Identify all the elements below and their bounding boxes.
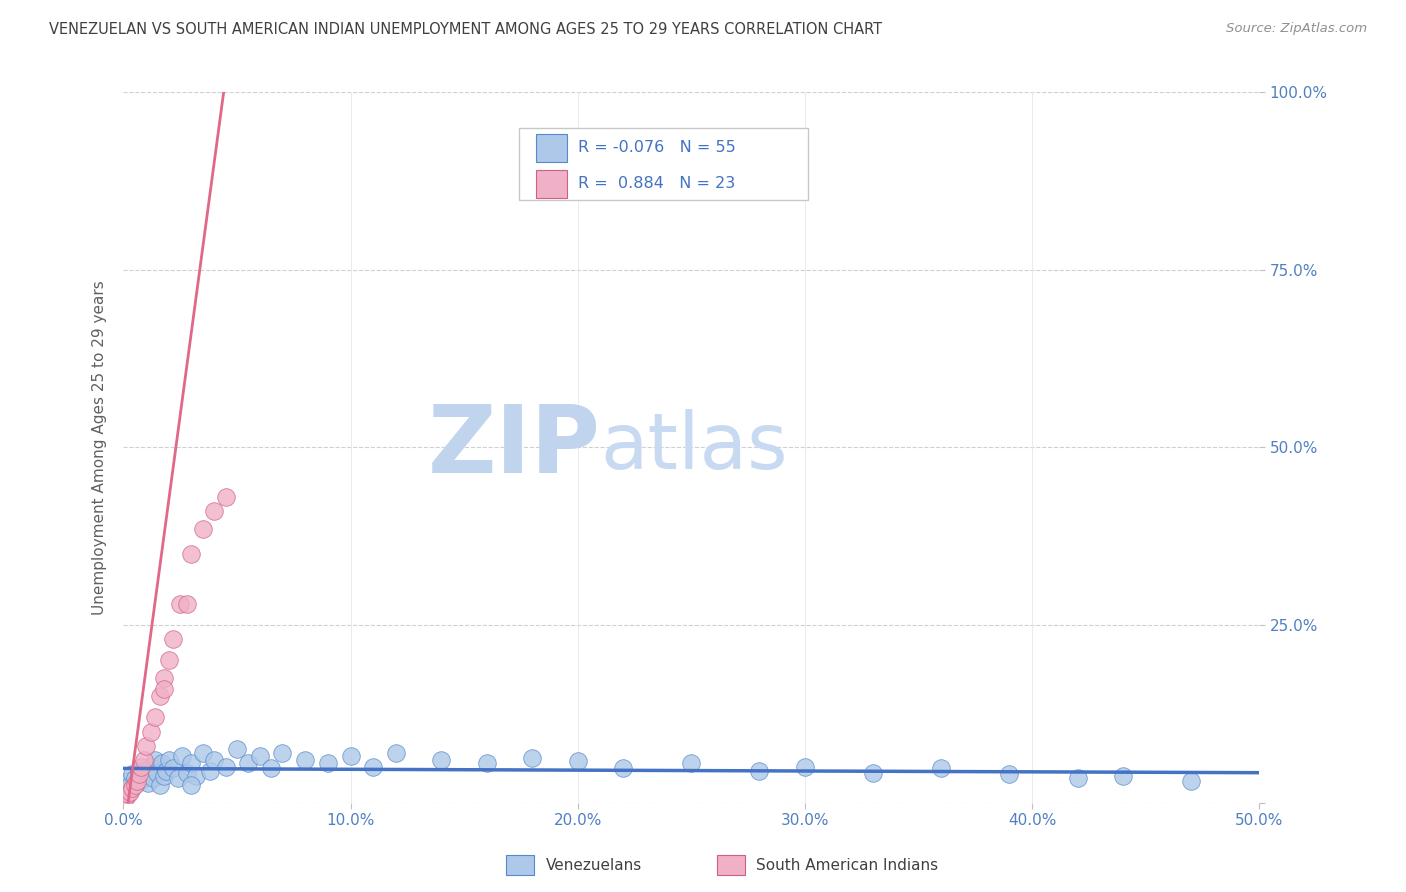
Y-axis label: Unemployment Among Ages 25 to 29 years: Unemployment Among Ages 25 to 29 years (93, 280, 107, 615)
Point (132, 768, 155, 782)
Point (1180, 774, 1202, 789)
Text: Source: ZipAtlas.com: Source: ZipAtlas.com (1226, 22, 1367, 36)
Point (120, 778, 142, 792)
Point (176, 765, 198, 780)
Point (1066, 771, 1088, 785)
Point (166, 771, 188, 785)
Point (142, 771, 165, 785)
Point (117, 787, 139, 801)
Point (202, 504, 225, 518)
Point (339, 749, 361, 764)
Point (146, 765, 169, 780)
Point (271, 746, 294, 760)
Point (294, 753, 316, 767)
Point (180, 547, 202, 561)
Point (681, 756, 703, 771)
Text: R = -0.076   N = 55: R = -0.076 N = 55 (578, 140, 735, 155)
Point (172, 749, 194, 764)
Point (475, 756, 498, 771)
Point (238, 756, 260, 771)
Point (132, 753, 155, 767)
Point (139, 760, 162, 774)
Point (214, 490, 236, 504)
Point (361, 760, 384, 774)
Point (125, 775, 148, 789)
Point (225, 742, 247, 756)
Point (198, 764, 221, 778)
Point (117, 774, 139, 789)
Point (149, 778, 172, 792)
Point (153, 681, 176, 696)
Point (214, 760, 236, 774)
Point (143, 710, 166, 724)
Point (153, 671, 176, 685)
Point (162, 632, 184, 647)
Point (131, 772, 153, 787)
Point (862, 765, 884, 780)
Point (929, 761, 952, 775)
Point (135, 765, 157, 780)
Point (149, 689, 172, 703)
Point (128, 764, 150, 778)
Point (169, 597, 191, 611)
Point (202, 753, 225, 767)
Point (430, 753, 453, 767)
Point (120, 785, 142, 799)
Text: R =  0.884   N = 23: R = 0.884 N = 23 (578, 177, 735, 192)
Text: South American Indians: South American Indians (756, 858, 939, 872)
Point (998, 767, 1021, 781)
Point (121, 781, 143, 796)
Text: Venezuelans: Venezuelans (546, 858, 641, 872)
Point (191, 746, 214, 760)
Point (128, 767, 150, 781)
Point (143, 753, 166, 767)
Text: VENEZUELAN VS SOUTH AMERICAN INDIAN UNEMPLOYMENT AMONG AGES 25 TO 29 YEARS CORRE: VENEZUELAN VS SOUTH AMERICAN INDIAN UNEM… (49, 22, 883, 37)
Point (125, 774, 148, 789)
Point (135, 739, 157, 753)
Point (249, 749, 271, 764)
Point (114, 781, 136, 796)
Text: atlas: atlas (600, 409, 787, 485)
Point (131, 760, 153, 774)
Point (124, 771, 146, 785)
Point (114, 789, 136, 804)
Point (612, 761, 634, 775)
Point (748, 764, 770, 778)
Point (157, 753, 180, 767)
Point (191, 522, 214, 536)
Point (567, 755, 589, 769)
Point (385, 746, 408, 760)
Point (139, 724, 162, 739)
Point (162, 761, 184, 775)
Point (180, 756, 202, 771)
Point (153, 768, 176, 782)
Point (184, 768, 207, 782)
Point (316, 756, 339, 771)
Point (522, 751, 544, 765)
Point (180, 778, 202, 792)
Point (136, 775, 159, 789)
Point (121, 767, 143, 781)
Point (150, 756, 173, 771)
Point (157, 653, 180, 667)
Point (260, 761, 283, 775)
Point (155, 764, 177, 778)
Point (124, 778, 146, 792)
Text: ZIP: ZIP (427, 401, 600, 493)
Point (793, 760, 815, 774)
Point (176, 597, 198, 611)
Point (1112, 768, 1135, 782)
